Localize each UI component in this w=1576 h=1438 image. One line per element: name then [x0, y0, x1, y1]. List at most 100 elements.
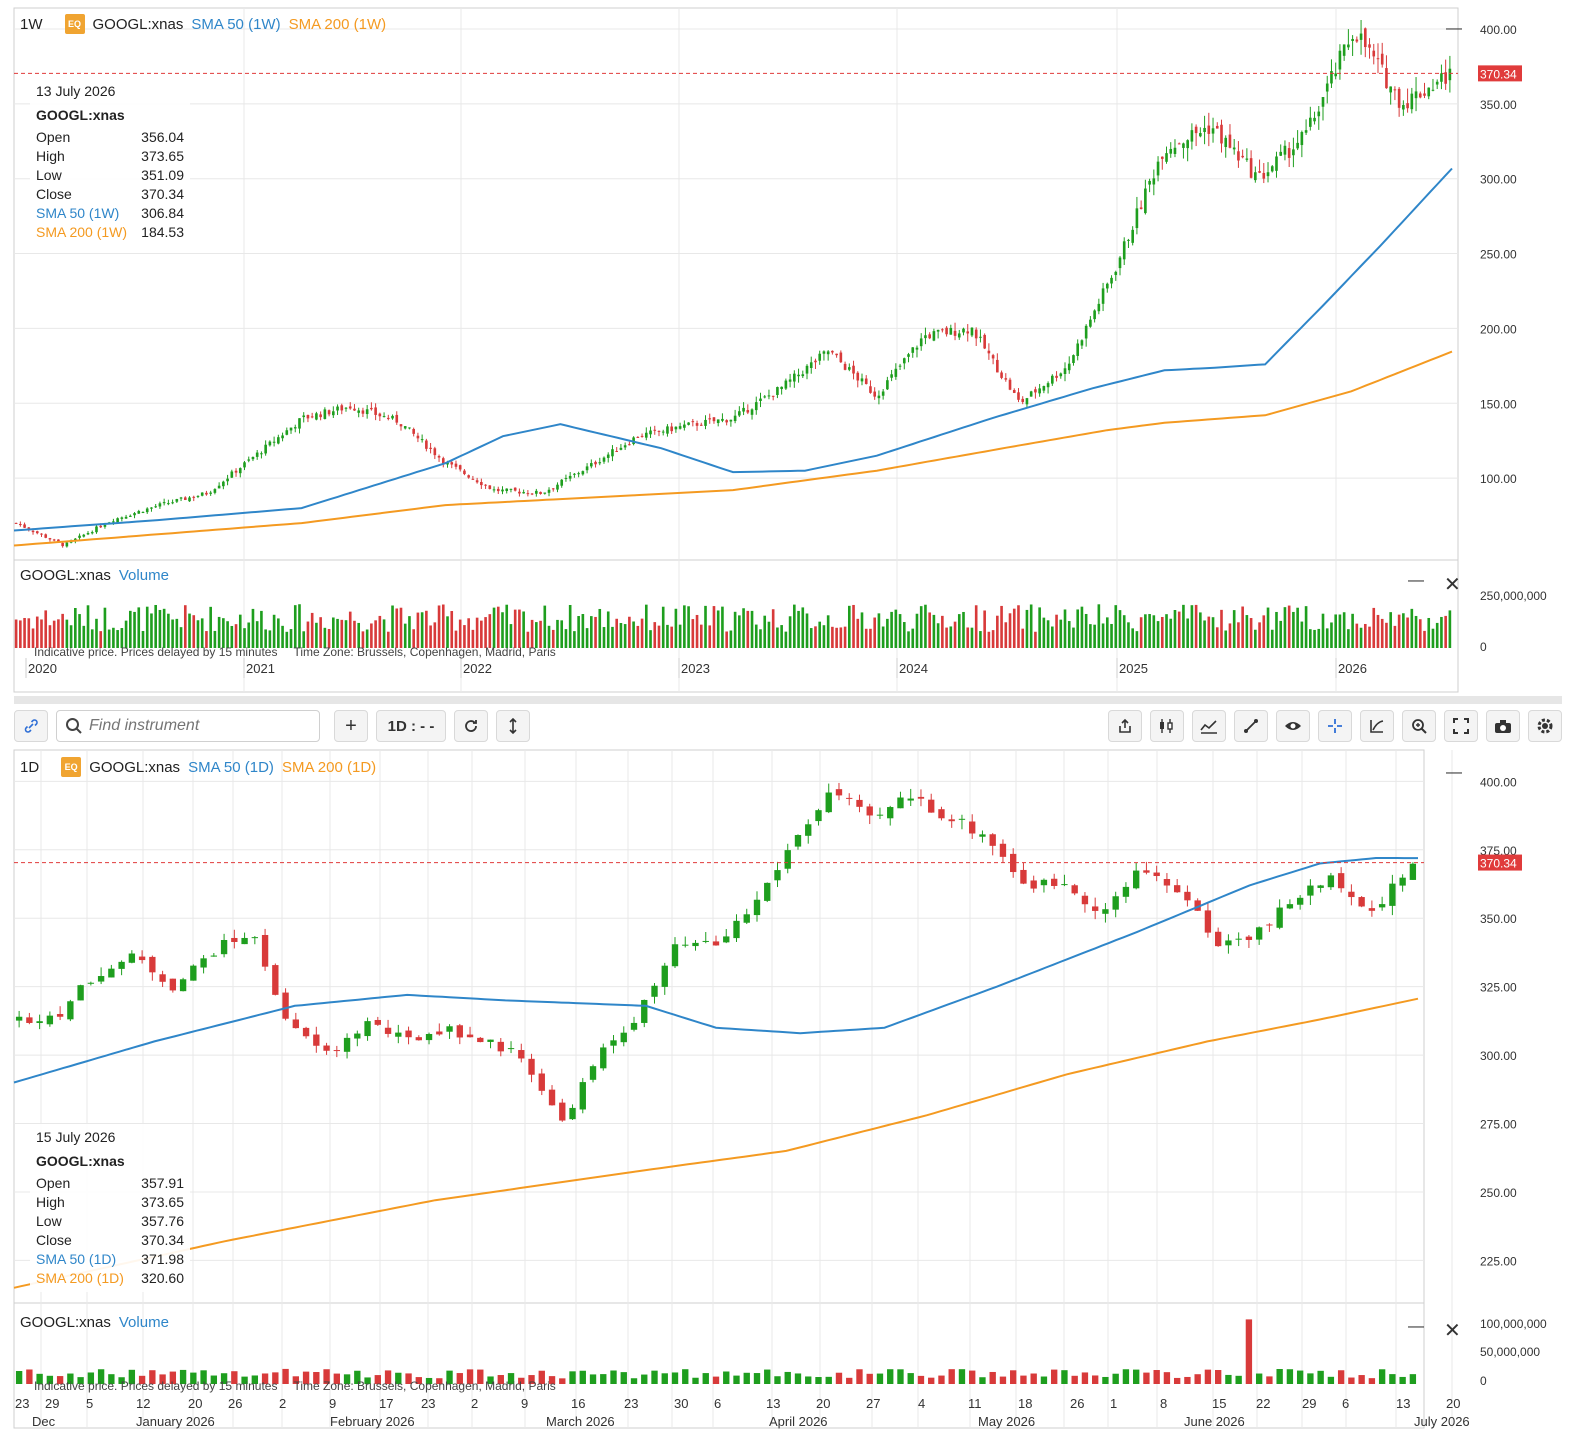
volume-bar [1249, 618, 1253, 648]
volume-bar [1215, 627, 1219, 648]
volume-bar [712, 1376, 720, 1384]
candle-body [712, 941, 720, 946]
daily-minimize-icon[interactable]: — [1446, 764, 1462, 781]
compare-button[interactable] [496, 710, 530, 742]
interval-button[interactable]: 1D : - - [376, 710, 446, 742]
add-instrument-button[interactable]: + [334, 710, 368, 742]
crosshair-button[interactable] [1318, 710, 1352, 742]
candle-body [264, 444, 267, 454]
daily-volume-label[interactable]: Volume [118, 1314, 169, 1331]
weekly-timeframe[interactable]: 1W [20, 15, 43, 33]
weekly-volume-label[interactable]: Volume [118, 567, 169, 584]
volume-bar [958, 1369, 966, 1384]
candle-body [856, 372, 860, 381]
sma50-line [13, 167, 1453, 532]
candle-body [869, 386, 872, 393]
weekly-minimize-icon[interactable]: — [1446, 20, 1462, 37]
candle-body [251, 456, 255, 460]
daily-volume-close-icon[interactable]: ✕ [1444, 1320, 1461, 1342]
volume-bar [936, 623, 940, 648]
candle-body [446, 1026, 453, 1032]
candle-body [1144, 188, 1147, 214]
info-ticker: GOOGL:xnas [36, 1153, 125, 1169]
daily-price-chart[interactable]: 400.00 375.00 350.00 325.00 300.00 275.00 250.… [0, 748, 1576, 1438]
candle-body [1363, 28, 1367, 48]
curve-button[interactable] [1360, 710, 1394, 742]
visibility-button[interactable] [1276, 710, 1310, 742]
daily-volume-minimize-icon[interactable]: — [1408, 1318, 1424, 1335]
candle-body [1232, 147, 1236, 150]
candle-body [509, 488, 513, 490]
candle-body [1245, 936, 1253, 940]
candle-body [46, 1015, 54, 1025]
candle-body [36, 1021, 43, 1024]
daily-ticker[interactable]: GOOGL:xnas [89, 758, 181, 776]
candle-body [623, 445, 627, 448]
daily-sma50-label[interactable]: SMA 50 (1D) [188, 758, 274, 776]
volume-bar [678, 624, 682, 648]
screenshot-button[interactable] [1486, 710, 1520, 742]
volume-bar [969, 1370, 976, 1384]
volume-bar [742, 608, 745, 648]
candle-body [395, 1032, 402, 1037]
weekly-ticker[interactable]: GOOGL:xnas [92, 15, 184, 33]
fullscreen-button[interactable] [1444, 710, 1478, 742]
settings-button[interactable] [1528, 710, 1562, 742]
candle-body [1215, 125, 1219, 129]
draw-line-button[interactable] [1234, 710, 1268, 742]
candle-body [1084, 325, 1088, 339]
chart-type-button[interactable] [1150, 710, 1184, 742]
candle-body [826, 351, 830, 355]
volume-bar [405, 1373, 412, 1384]
volume-bar [40, 619, 43, 648]
volume-bar [644, 604, 648, 648]
search-input[interactable] [89, 717, 309, 735]
volume-bar [44, 610, 48, 648]
weekly-volume-minimize-icon[interactable]: — [1408, 572, 1424, 589]
daily-sma200-label[interactable]: SMA 200 (1D) [281, 758, 377, 776]
zoom-button[interactable] [1402, 710, 1436, 742]
volume-bar [138, 1375, 146, 1384]
daily-timeframe[interactable]: 1D [20, 758, 40, 776]
day-axis-label: 2 [471, 1396, 478, 1411]
volume-bar [695, 614, 699, 648]
share-button[interactable] [1108, 710, 1142, 742]
volume-bar [1173, 610, 1177, 648]
volume-bar [513, 609, 517, 648]
month-axis-label: July 2026 [1414, 1414, 1470, 1429]
candle-body [313, 1034, 320, 1046]
candle-body [651, 985, 658, 997]
volume-bar [1245, 615, 1249, 648]
instrument-search[interactable] [56, 710, 320, 742]
volume-bar [69, 625, 73, 648]
volume-bar [1114, 605, 1118, 648]
volume-bar [1307, 1373, 1314, 1384]
weekly-sma50-label[interactable]: SMA 50 (1W) [191, 15, 281, 33]
volume-bar [814, 626, 817, 648]
candle-body [1304, 130, 1308, 133]
refresh-button[interactable] [454, 710, 488, 742]
day-axis-label: 12 [136, 1396, 150, 1411]
volume-bar [1300, 621, 1304, 648]
weekly-sma200-label[interactable]: SMA 200 (1W) [288, 15, 387, 33]
indicators-button[interactable] [1192, 710, 1226, 742]
weekly-volume-close-icon[interactable]: ✕ [1444, 574, 1461, 596]
candle-body [526, 493, 530, 495]
link-button[interactable] [14, 710, 48, 742]
candle-body [1071, 885, 1078, 894]
candle-body [890, 374, 893, 378]
volume-bar [657, 625, 661, 648]
volume-bar [1283, 607, 1287, 648]
month-axis-label: May 2026 [978, 1414, 1035, 1429]
panel-separator[interactable] [14, 696, 1562, 704]
volume-bar [209, 606, 212, 648]
volume-bar [343, 1374, 351, 1384]
volume-bar [1254, 629, 1257, 648]
volume-bar [230, 625, 234, 648]
volume-bar [784, 1371, 791, 1384]
volume-bar [945, 627, 948, 648]
volume-bar [602, 627, 606, 648]
weekly-price-chart[interactable]: 400.00 350.00 300.00 250.00 200.00 150.00 100.… [0, 0, 1576, 700]
candle-body [1051, 878, 1058, 886]
volume-bar [847, 605, 851, 648]
